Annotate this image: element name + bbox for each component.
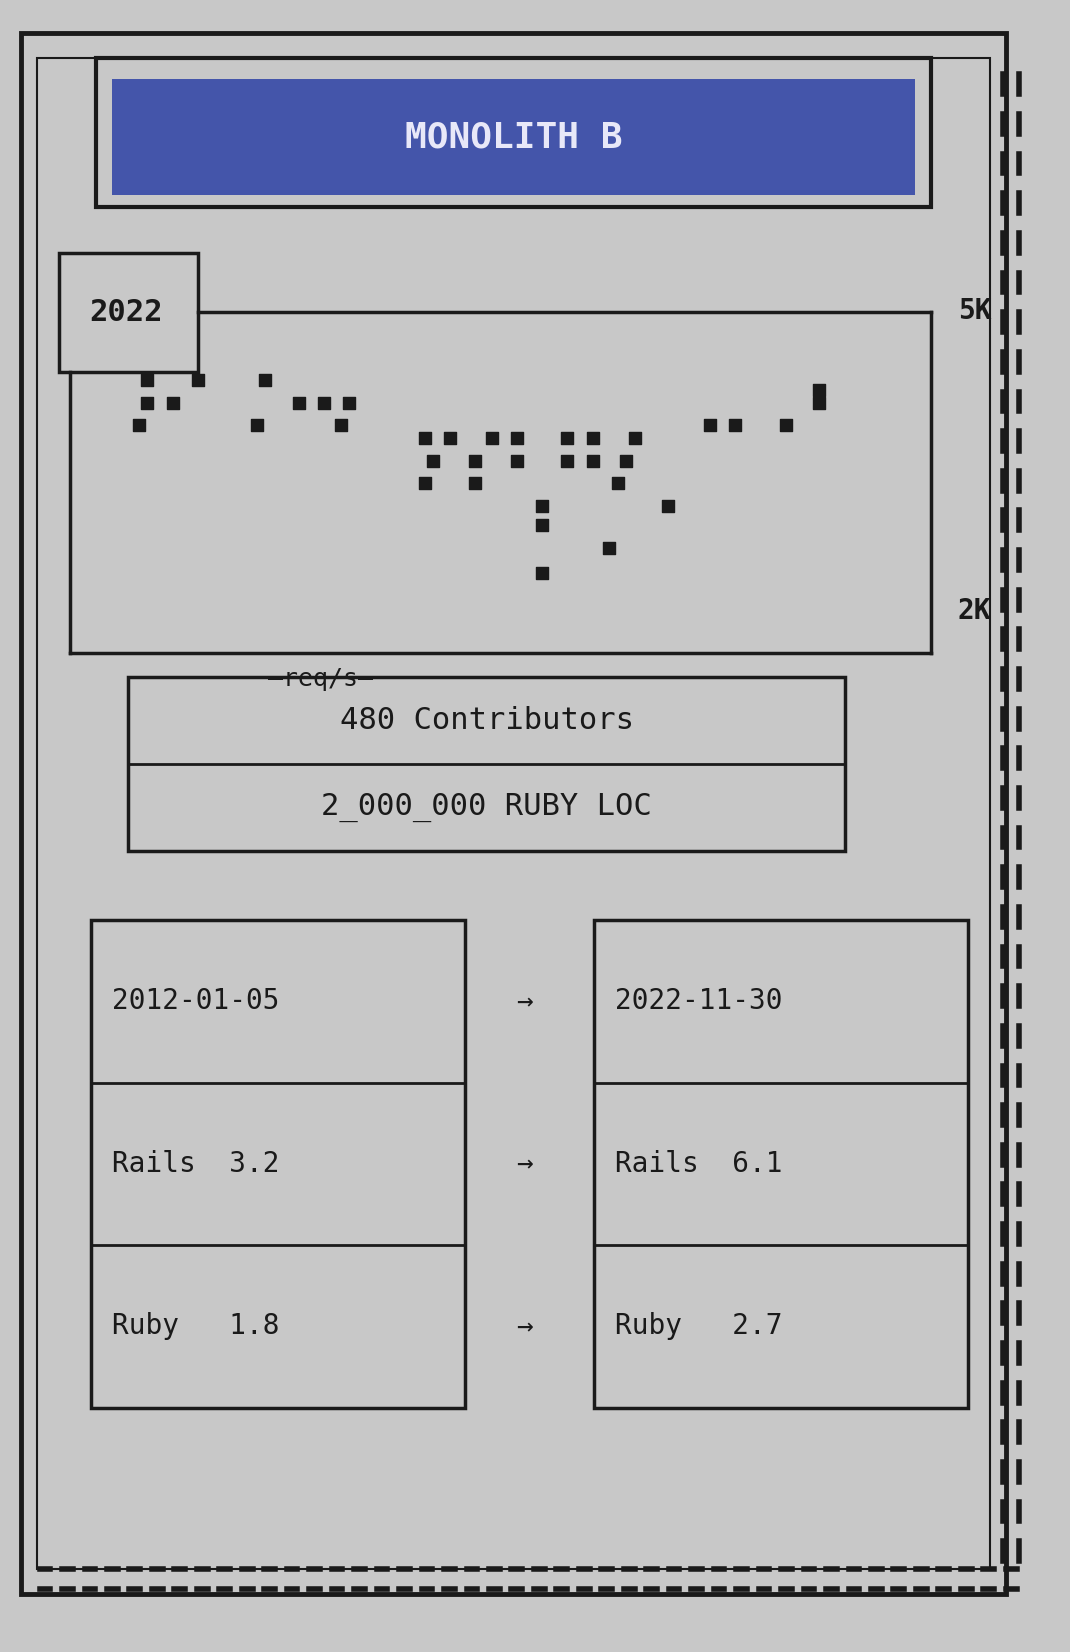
Text: 2_000_000 RUBY LOC: 2_000_000 RUBY LOC xyxy=(321,793,653,823)
Point xyxy=(609,469,626,496)
Bar xyxy=(594,920,968,1408)
Text: →: → xyxy=(516,1150,533,1178)
Point xyxy=(702,411,719,438)
Point xyxy=(316,390,333,416)
Point xyxy=(601,534,618,560)
Text: Ruby   1.8: Ruby 1.8 xyxy=(112,1312,280,1340)
Point xyxy=(559,425,576,451)
Point xyxy=(811,377,828,403)
Text: 2022: 2022 xyxy=(90,297,163,327)
Bar xyxy=(112,79,915,195)
Point xyxy=(139,367,156,393)
Text: 5K: 5K xyxy=(958,297,991,324)
Text: 2012-01-05: 2012-01-05 xyxy=(112,988,280,1016)
Bar xyxy=(96,58,931,206)
Point xyxy=(534,512,551,539)
Point xyxy=(332,411,349,438)
Point xyxy=(811,390,828,416)
Text: →: → xyxy=(516,988,533,1016)
Point xyxy=(467,448,484,474)
Point xyxy=(441,425,458,451)
Bar xyxy=(128,677,845,851)
Point xyxy=(290,390,307,416)
Text: 2K: 2K xyxy=(958,598,991,624)
Bar xyxy=(59,253,198,372)
Point xyxy=(139,390,156,416)
Bar xyxy=(91,920,465,1408)
Text: Ruby   2.7: Ruby 2.7 xyxy=(615,1312,783,1340)
Bar xyxy=(37,58,990,1569)
Point xyxy=(416,425,433,451)
Point xyxy=(248,411,265,438)
Point xyxy=(416,469,433,496)
Point xyxy=(559,448,576,474)
Text: →: → xyxy=(516,1312,533,1340)
Point xyxy=(467,469,484,496)
Point xyxy=(131,411,148,438)
Point xyxy=(626,425,643,451)
Point xyxy=(257,367,274,393)
Point xyxy=(340,390,357,416)
Text: MONOLITH B: MONOLITH B xyxy=(404,121,623,154)
Point xyxy=(534,560,551,586)
Point xyxy=(508,448,525,474)
Text: 2022-11-30: 2022-11-30 xyxy=(615,988,783,1016)
Point xyxy=(584,448,601,474)
Point xyxy=(659,492,676,519)
Point xyxy=(534,492,551,519)
Text: —req/s—: —req/s— xyxy=(269,667,373,691)
Text: Rails  6.1: Rails 6.1 xyxy=(615,1150,783,1178)
Point xyxy=(425,448,442,474)
Point xyxy=(777,411,794,438)
Text: Rails  3.2: Rails 3.2 xyxy=(112,1150,280,1178)
Point xyxy=(508,425,525,451)
Point xyxy=(164,390,181,416)
Point xyxy=(617,448,635,474)
Point xyxy=(584,425,601,451)
Point xyxy=(189,367,207,393)
Text: 480 Contributors: 480 Contributors xyxy=(340,705,633,735)
Point xyxy=(727,411,744,438)
Point xyxy=(484,425,501,451)
